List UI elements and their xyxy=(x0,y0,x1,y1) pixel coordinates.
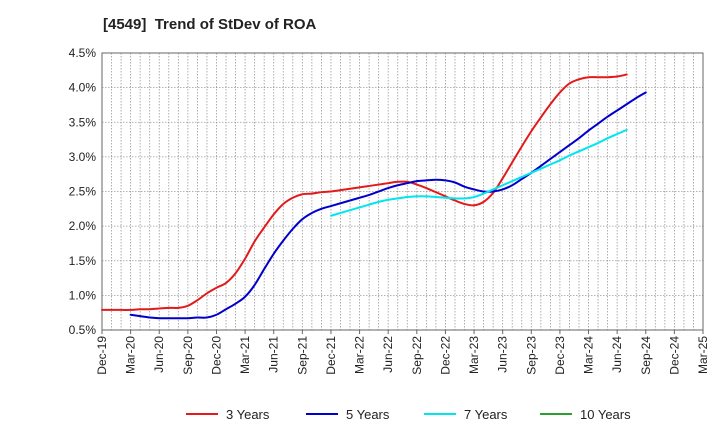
axes: 0.5% 1.0% 1.5% 2.0% 2.5% 3.0% 3.5% 4.0% 4.5% Dec-… xyxy=(69,46,710,375)
plot-frame xyxy=(101,52,704,331)
x-tick-label: Mar-20 xyxy=(124,336,138,374)
x-tick-label: Dec-23 xyxy=(553,336,567,375)
y-tick-label: 0.5% xyxy=(69,323,97,337)
legend-label-10-years: 10 Years xyxy=(580,407,631,422)
chart-title: [4549] Trend of StDev of ROA xyxy=(103,16,317,33)
x-tick-label: Dec-20 xyxy=(209,336,223,375)
x-tick-label: Mar-23 xyxy=(467,336,481,374)
y-tick-label: 4.5% xyxy=(69,46,97,60)
x-tick-label: Mar-25 xyxy=(696,336,710,374)
series-line-7-years xyxy=(329,128,628,217)
y-tick-label: 4.0% xyxy=(69,81,97,95)
legend-label-5-years: 5 Years xyxy=(346,407,390,422)
x-tick-label: Sep-21 xyxy=(295,336,309,375)
y-tick-label: 3.5% xyxy=(69,115,97,129)
series-lines xyxy=(101,73,647,320)
x-tick-label: Sep-22 xyxy=(410,336,424,375)
x-tick-label: Sep-23 xyxy=(524,336,538,375)
legend-label-7-years: 7 Years xyxy=(464,407,508,422)
series-line-5-years xyxy=(129,91,647,320)
x-tick-label: Jun-22 xyxy=(381,336,395,373)
x-tick-label: Mar-24 xyxy=(582,336,596,374)
y-tick-label: 1.0% xyxy=(69,288,97,302)
grid xyxy=(101,52,704,331)
legend: 3 Years 5 Years 7 Years 10 Years xyxy=(186,407,631,422)
y-tick-label: 2.0% xyxy=(69,219,97,233)
x-tick-label: Sep-24 xyxy=(639,336,653,375)
x-tick-label: Dec-24 xyxy=(667,336,681,375)
y-tick-label: 2.5% xyxy=(69,185,97,199)
x-tick-label: Dec-19 xyxy=(95,336,109,375)
legend-label-3-years: 3 Years xyxy=(226,407,270,422)
x-tick-label: Mar-21 xyxy=(238,336,252,374)
x-tick-label: Dec-21 xyxy=(324,336,338,375)
x-tick-label: Sep-20 xyxy=(181,336,195,375)
y-tick-label: 1.5% xyxy=(69,254,97,268)
x-tick-label: Mar-22 xyxy=(353,336,367,374)
x-tick-label: Jun-21 xyxy=(267,336,281,373)
series-line-3-years xyxy=(101,73,628,311)
x-tick-label: Jun-23 xyxy=(496,336,510,373)
x-tick-label: Jun-24 xyxy=(610,336,624,373)
x-tick-label: Jun-20 xyxy=(152,336,166,373)
x-tick-label: Dec-22 xyxy=(438,336,452,375)
y-tick-label: 3.0% xyxy=(69,150,97,164)
